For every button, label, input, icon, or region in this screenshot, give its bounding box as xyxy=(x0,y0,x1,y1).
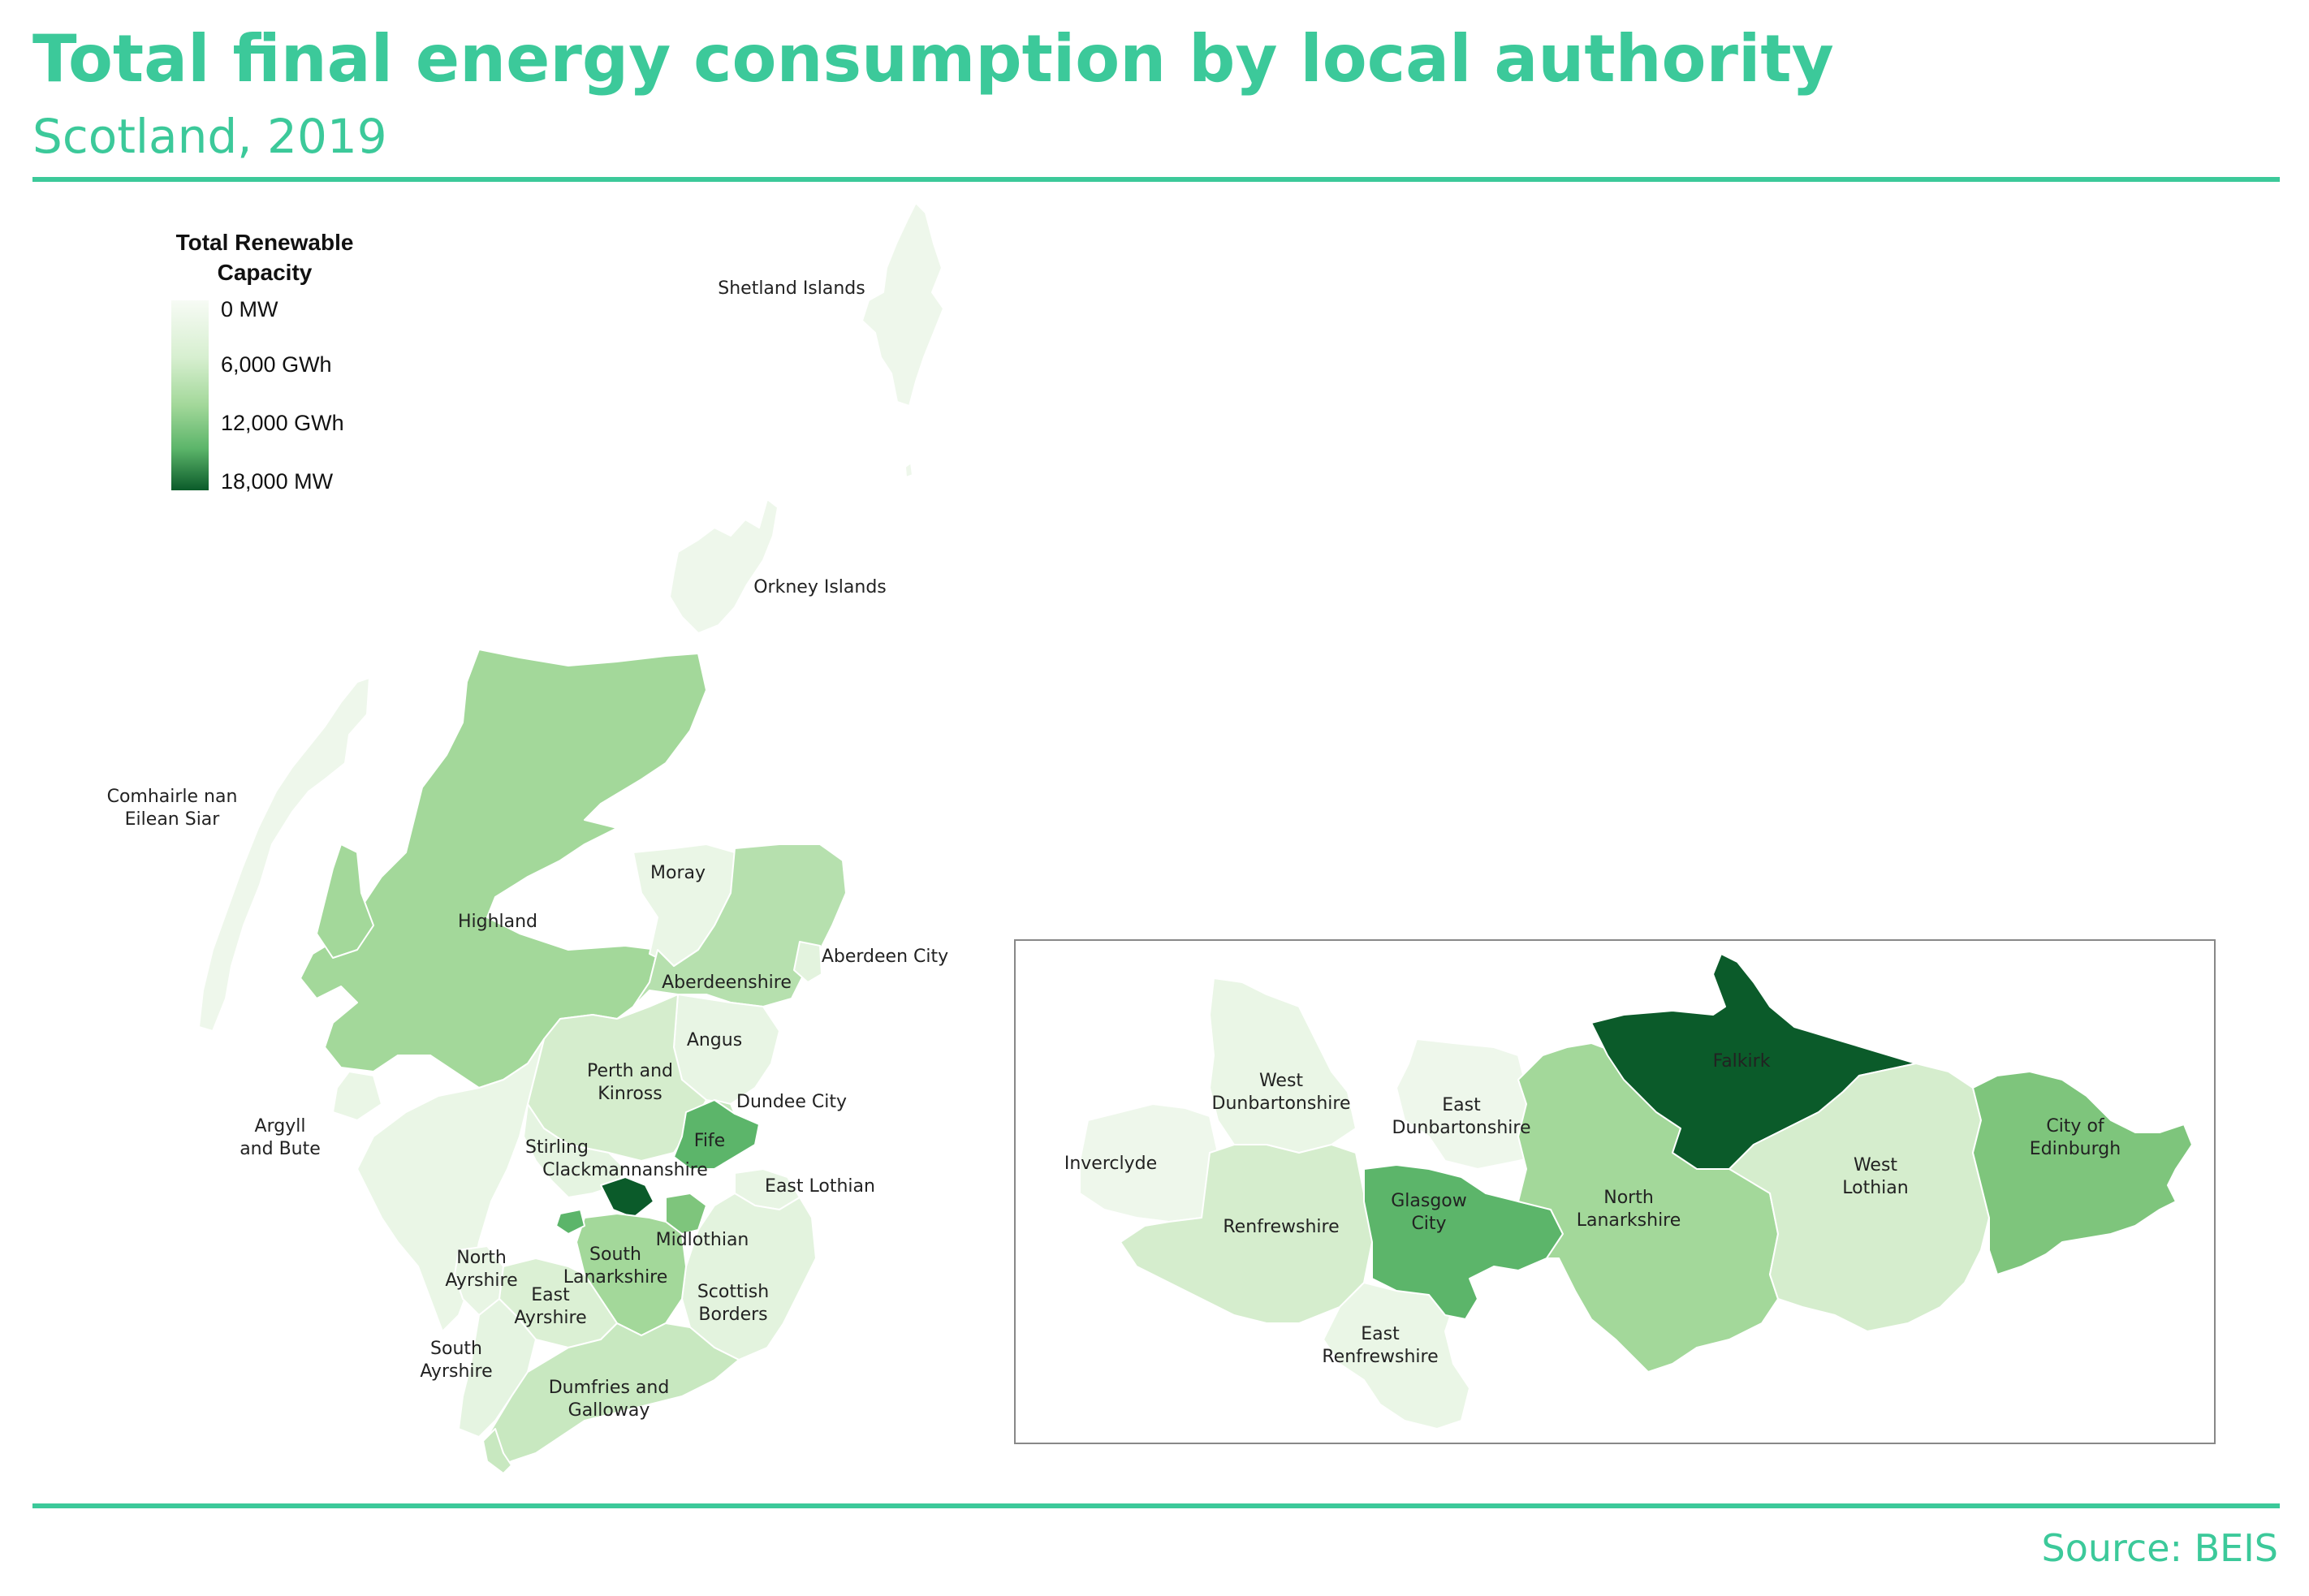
inset-label-edinburgh-line-1: City of xyxy=(2046,1116,2105,1137)
region-glasgow-small[interactable] xyxy=(555,1209,585,1235)
legend-stop-1: 6,000 GWh xyxy=(221,352,332,377)
legend-stop-2: 12,000 GWh xyxy=(221,411,344,435)
region-aberdeenshire[interactable] xyxy=(632,843,847,1007)
inset-label-renfrewshire: Renfrewshire xyxy=(1223,1217,1339,1237)
label-aberdeen-city: Aberdeen City xyxy=(822,947,948,967)
region-shetland-islands[interactable] xyxy=(861,202,944,407)
inset-label-west-dunbartonshire-line-2: Dunbartonshire xyxy=(1212,1093,1351,1114)
inset-label-east-renfrewshire-line-1: East xyxy=(1361,1324,1400,1344)
inset-label-edinburgh-line-2: Edinburgh xyxy=(2030,1139,2121,1159)
legend-title-line-2: Capacity xyxy=(217,260,313,285)
inset-label-north-lanarkshire-line-1: North xyxy=(1603,1188,1654,1208)
label-clackmannanshire: Clackmannanshire xyxy=(542,1160,708,1180)
inset-label-east-dunbartonshire-line-2: Dunbartonshire xyxy=(1392,1118,1531,1138)
label-fife: Fife xyxy=(694,1131,725,1151)
label-dumfries-line-2: Galloway xyxy=(568,1400,650,1421)
label-dumfries-line-1: Dumfries and xyxy=(549,1378,670,1398)
inset-label-inverclyde: Inverclyde xyxy=(1064,1154,1157,1174)
legend-title-line-1: Total Renewable xyxy=(175,230,354,255)
label-south-ayrshire-line-2: Ayrshire xyxy=(420,1361,492,1382)
label-north-ayrshire-line-1: North xyxy=(456,1248,507,1268)
label-south-lanarkshire-line-1: South xyxy=(589,1244,641,1265)
label-argyll-line-1: Argyll xyxy=(255,1116,306,1137)
region-orkney-islands[interactable] xyxy=(669,498,779,634)
label-east-ayrshire-line-1: East xyxy=(531,1285,570,1305)
label-argyll-line-2: and Bute xyxy=(240,1139,321,1159)
legend-stop-0: 0 MW xyxy=(221,297,278,321)
label-angus: Angus xyxy=(687,1030,742,1050)
label-eilean-siar-line-1: Comhairle nan xyxy=(107,787,238,807)
label-east-lothian: East Lothian xyxy=(765,1176,875,1197)
label-shetland-islands: Shetland Islands xyxy=(718,278,865,299)
footer-divider xyxy=(32,1503,2280,1508)
region-dumfries-peninsula[interactable] xyxy=(482,1428,512,1474)
source-note: Source: BEIS xyxy=(2041,1526,2279,1570)
label-highland: Highland xyxy=(458,912,537,932)
inset-label-west-lothian-line-1: West xyxy=(1854,1155,1897,1175)
inset-label-west-dunbartonshire-line-1: West xyxy=(1259,1071,1303,1091)
inset-label-glasgow-line-1: Glasgow xyxy=(1391,1191,1467,1211)
label-scottish-borders-line-2: Borders xyxy=(698,1305,767,1325)
label-east-ayrshire-line-2: Ayrshire xyxy=(514,1308,586,1328)
label-moray: Moray xyxy=(650,863,706,883)
page-title: Total final energy consumption by local … xyxy=(32,21,1834,97)
inset-label-east-dunbartonshire-line-1: East xyxy=(1442,1095,1481,1115)
legend-stop-3: 18,000 MW xyxy=(221,469,334,494)
region-fife[interactable] xyxy=(673,1099,760,1170)
region-argyll-and-bute[interactable] xyxy=(356,1038,545,1332)
region-shetland-islet[interactable] xyxy=(904,462,913,478)
region-scottish-borders[interactable] xyxy=(681,1193,817,1361)
label-perth-line-1: Perth and xyxy=(587,1061,673,1081)
inset-renfrewshire[interactable] xyxy=(1120,1144,1373,1324)
label-perth-line-2: Kinross xyxy=(598,1084,662,1104)
label-south-lanarkshire-line-2: Lanarkshire xyxy=(563,1267,668,1288)
legend-color-scale xyxy=(171,300,209,490)
label-south-ayrshire-line-1: South xyxy=(430,1339,482,1359)
label-dundee-city: Dundee City xyxy=(736,1092,847,1112)
label-aberdeenshire: Aberdeenshire xyxy=(662,973,792,993)
inset-label-glasgow-line-2: City xyxy=(1411,1214,1446,1234)
region-highland-skye[interactable] xyxy=(316,843,374,959)
region-clackmannanshire[interactable] xyxy=(600,1176,654,1219)
inset-label-east-renfrewshire-line-2: Renfrewshire xyxy=(1322,1347,1438,1367)
region-aberdeen-city[interactable] xyxy=(793,941,822,983)
label-orkney-islands: Orkney Islands xyxy=(753,577,887,597)
page-subtitle: Scotland, 2019 xyxy=(32,109,387,164)
label-eilean-siar-line-2: Eilean Siar xyxy=(125,809,221,830)
label-north-ayrshire-line-2: Ayrshire xyxy=(445,1270,517,1291)
region-comhairle-nan-eilean-siar[interactable] xyxy=(198,677,370,1032)
label-scottish-borders-line-1: Scottish xyxy=(697,1282,769,1302)
inset-label-falkirk: Falkirk xyxy=(1713,1051,1771,1072)
legend-title: Total Renewable Capacity xyxy=(159,227,370,287)
label-stirling: Stirling xyxy=(525,1137,589,1158)
label-midlothian: Midlothian xyxy=(656,1230,749,1250)
header-divider xyxy=(32,177,2280,182)
region-argyll-islands[interactable] xyxy=(332,1071,382,1121)
inset-city-of-edinburgh[interactable] xyxy=(1972,1071,2193,1275)
inset-label-west-lothian-line-2: Lothian xyxy=(1842,1178,1908,1198)
inset-label-north-lanarkshire-line-2: Lanarkshire xyxy=(1577,1210,1681,1231)
inset-glasgow-city[interactable] xyxy=(1363,1164,1564,1320)
